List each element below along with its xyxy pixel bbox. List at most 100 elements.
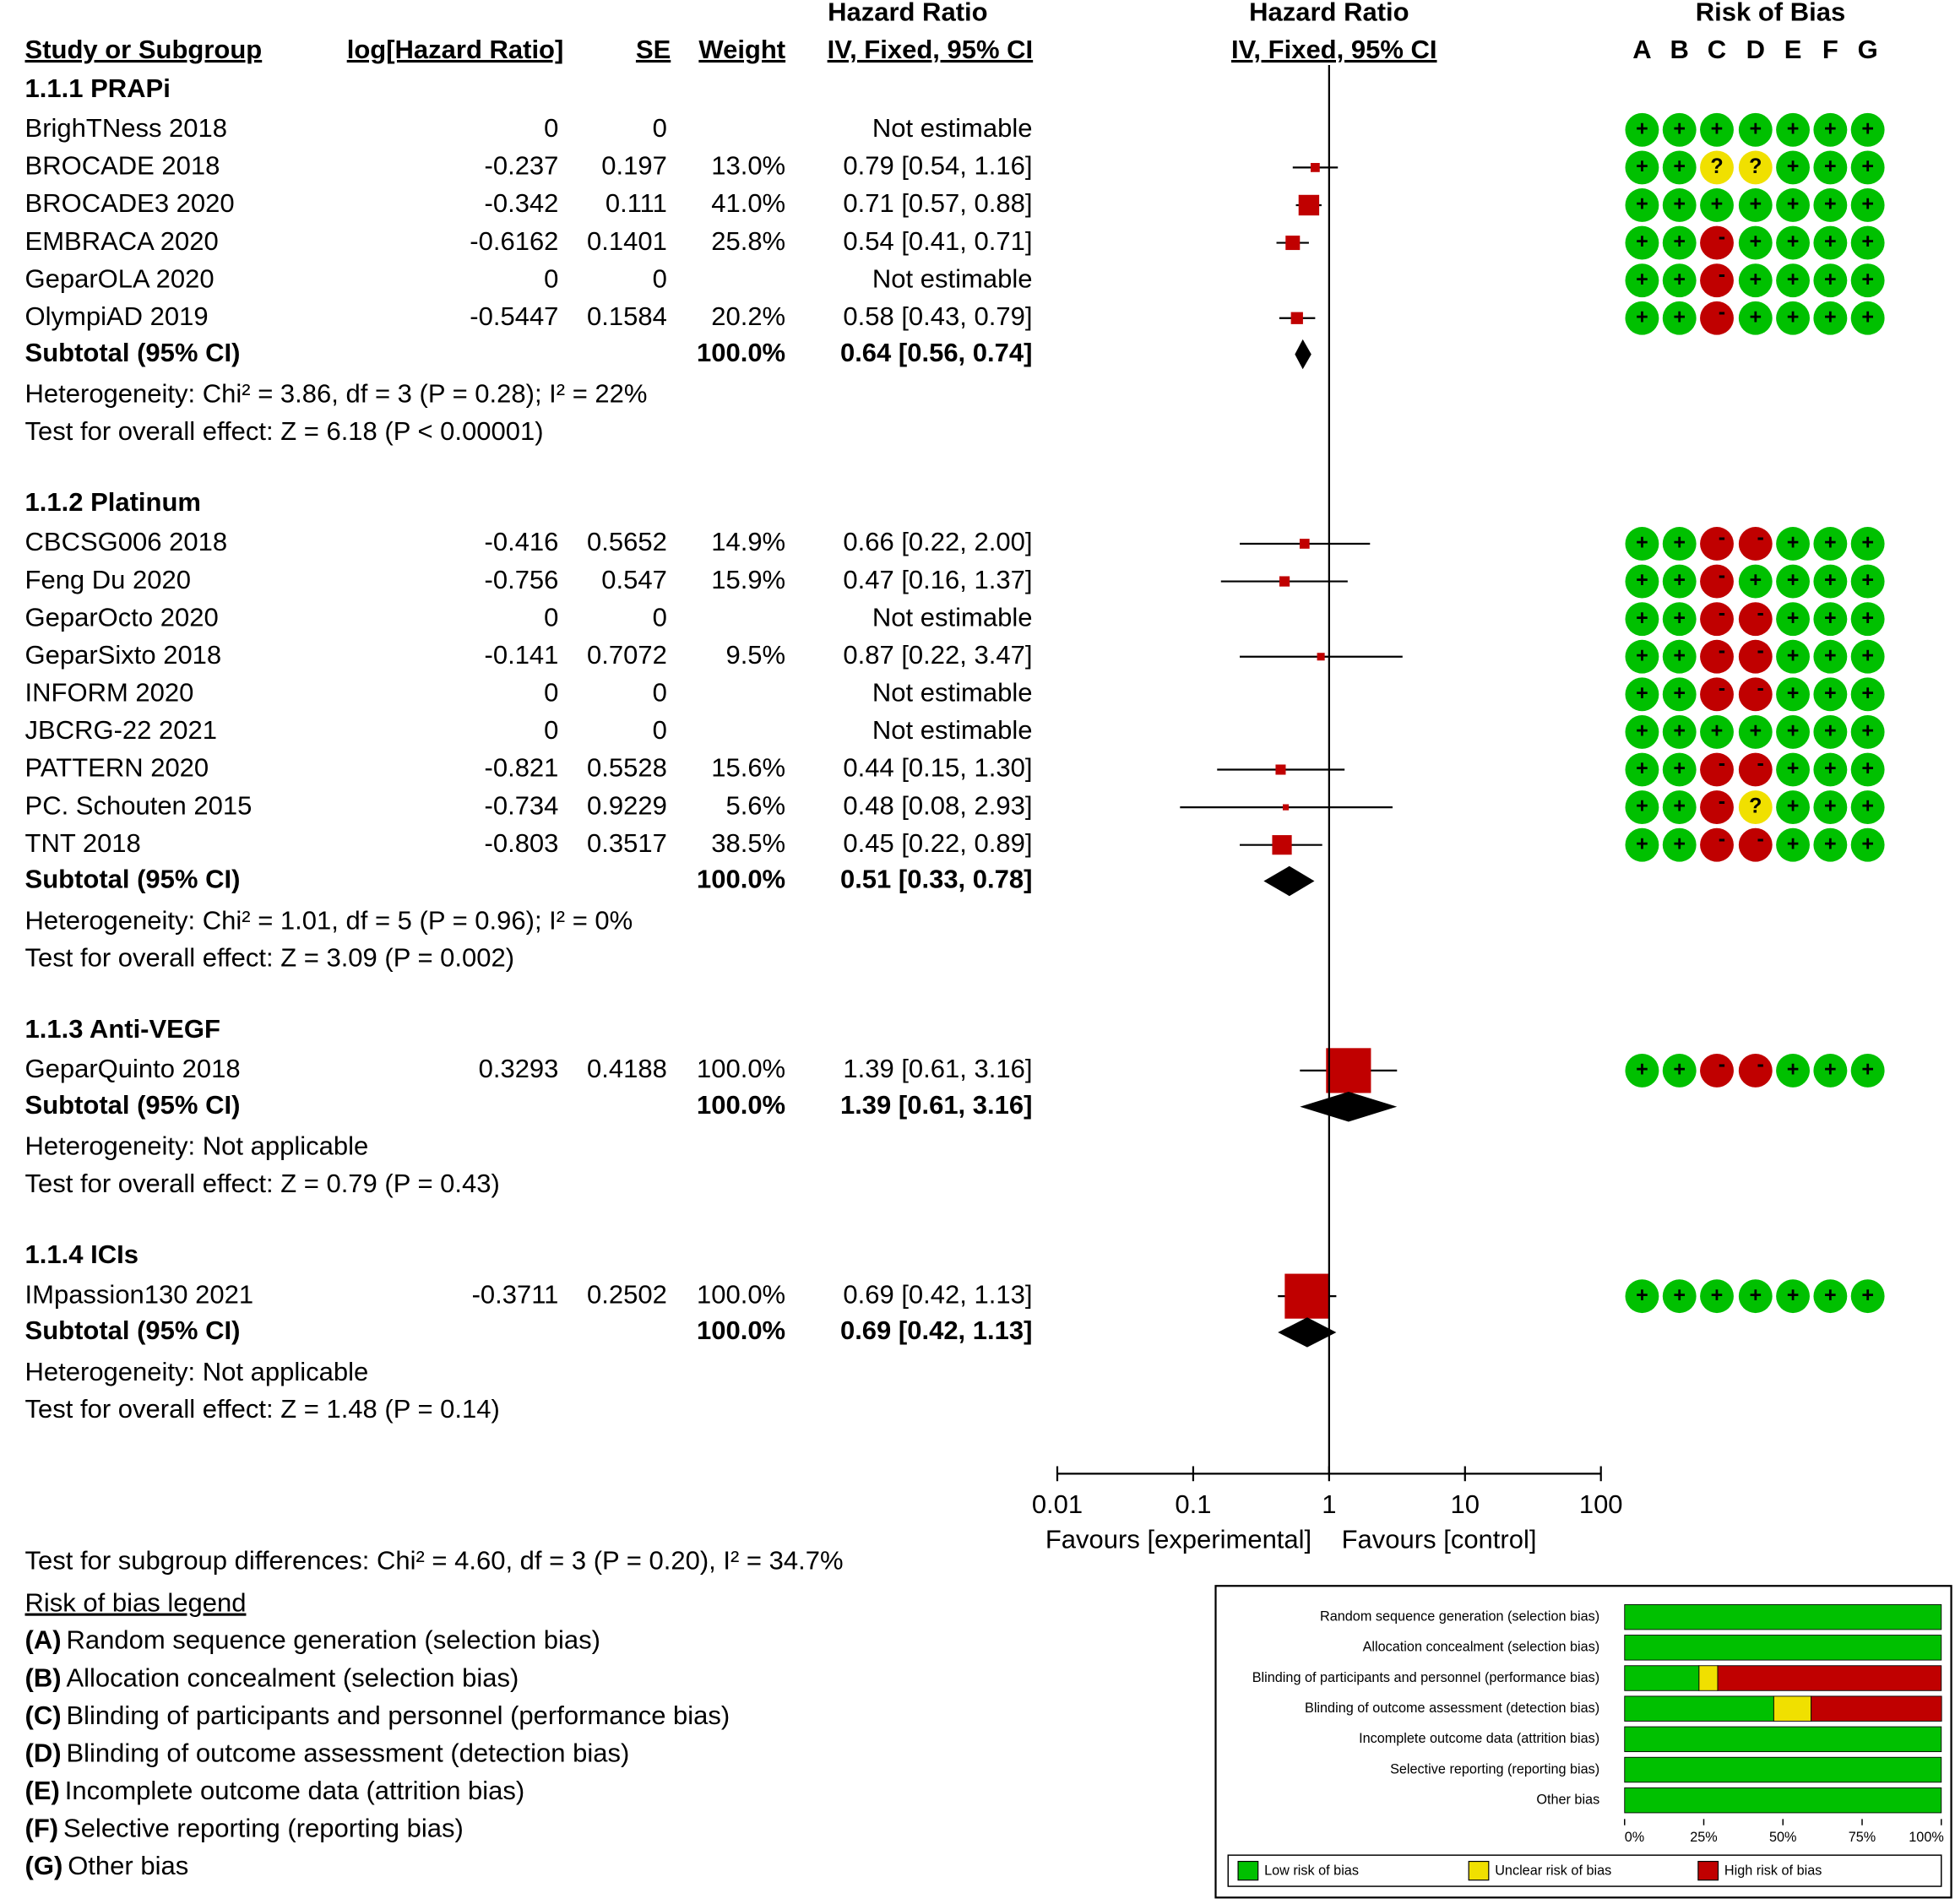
weight: 20.2% [711, 301, 785, 331]
bias-symbol: + [1824, 757, 1837, 780]
bias-dot [1738, 527, 1773, 561]
bias-symbol: + [1861, 719, 1874, 743]
bias-dot [1625, 527, 1659, 561]
bias-dot [1625, 827, 1659, 862]
bias-symbol: + [1787, 757, 1800, 780]
hr-ci: Not estimable [872, 678, 1033, 708]
bias-symbol: + [1787, 643, 1800, 667]
bias-dot [1850, 677, 1885, 712]
bias-dot [1850, 263, 1885, 298]
study-square [1326, 1048, 1371, 1093]
study-square [1317, 653, 1325, 661]
bias-symbol: + [1824, 643, 1837, 667]
bias-dot [1813, 752, 1848, 787]
bias-dot [1850, 112, 1885, 147]
summary-segment [1811, 1695, 1942, 1722]
bias-symbol: + [1861, 757, 1874, 780]
bias-dot [1738, 112, 1773, 147]
bias-symbol: - [1719, 563, 1725, 587]
bias-dot [1662, 827, 1697, 862]
weight: 15.6% [711, 753, 785, 783]
bias-dot [1776, 1279, 1810, 1314]
bias-dot [1813, 527, 1848, 561]
bias-symbol: + [1749, 305, 1762, 328]
summary-legend-swatch [1697, 1860, 1719, 1881]
weight: 9.5% [725, 640, 785, 670]
study-name: IMpassion130 2021 [25, 1279, 254, 1309]
bias-letter: B [1670, 35, 1689, 64]
bias-symbol: + [1861, 832, 1874, 855]
bias-legend-item: (B) Allocation concealment (selection bia… [25, 1663, 519, 1692]
study-name: CBCSG006 2018 [25, 527, 228, 556]
bias-symbol: ? [1710, 155, 1723, 178]
bias-legend-item: (F) Selective reporting (reporting bias) [25, 1814, 464, 1843]
bias-legend-letter: (E) [25, 1776, 60, 1805]
bias-symbol: + [1861, 155, 1874, 178]
bias-dot [1813, 225, 1848, 260]
bias-dot [1738, 1053, 1773, 1088]
bias-dot [1813, 1053, 1848, 1088]
bias-dot [1662, 263, 1697, 298]
bias-dot [1776, 602, 1810, 637]
bias-dot [1625, 150, 1659, 185]
bias-symbol: - [1719, 676, 1725, 700]
bias-dot [1700, 790, 1734, 825]
hr-ci: Not estimable [872, 715, 1033, 745]
bias-dot [1625, 301, 1659, 335]
bias-dot [1625, 677, 1659, 712]
bias-symbol: + [1636, 155, 1648, 178]
hr-ci: Not estimable [872, 263, 1033, 293]
bias-dot [1813, 150, 1848, 185]
bias-symbol: - [1719, 526, 1725, 550]
bias-dot [1625, 225, 1659, 260]
summary-domain: Selective reporting (reporting bias) [1390, 1761, 1599, 1777]
bias-dot [1662, 527, 1697, 561]
bias-symbol: + [1673, 643, 1686, 667]
study-name: BROCADE3 2020 [25, 188, 235, 218]
bias-letter: C [1708, 35, 1726, 64]
bias-dot [1700, 752, 1734, 787]
bias-symbol: + [1824, 268, 1837, 291]
summary-domain: Allocation concealment (selection bias) [1363, 1640, 1600, 1655]
study-square [1284, 1273, 1330, 1319]
subtotal-diamond [1263, 865, 1315, 897]
bias-symbol: ? [1749, 155, 1762, 178]
bias-symbol: + [1749, 719, 1762, 743]
log-hr: -0.416 [485, 527, 559, 556]
log-hr: -0.3711 [472, 1279, 559, 1309]
log-hr: -0.5447 [470, 301, 558, 331]
bias-dot [1776, 225, 1810, 260]
bias-symbol: - [1719, 789, 1725, 813]
weight: 38.5% [711, 828, 785, 858]
subtotal-ci: 0.51 [0.33, 0.78] [840, 865, 1033, 894]
subtotal-label: Subtotal (95% CI) [25, 338, 241, 367]
subgroup-title: 1.1.4 ICIs [25, 1239, 138, 1269]
bias-dot [1662, 1279, 1697, 1314]
bias-dot [1738, 564, 1773, 599]
se: 0.197 [601, 151, 667, 181]
bias-legend-text: Incomplete outcome data (attrition bias) [65, 1776, 525, 1805]
bias-symbol: + [1787, 268, 1800, 291]
log-hr: 0 [544, 715, 558, 745]
bias-symbol: - [1757, 676, 1764, 700]
bias-dot [1850, 790, 1885, 825]
bias-dot [1662, 752, 1697, 787]
study-name: GeparSixto 2018 [25, 640, 222, 670]
bias-symbol: - [1719, 1053, 1725, 1077]
bias-dot [1700, 188, 1734, 222]
column-header: IV, Fixed, 95% CI [828, 35, 1034, 64]
bias-symbol: + [1824, 193, 1837, 216]
bias-symbol: + [1787, 606, 1800, 630]
bias-symbol: - [1757, 638, 1764, 662]
overall-effect: Test for overall effect: Z = 1.48 (P = 0… [25, 1394, 500, 1424]
log-hr: -0.734 [485, 790, 559, 820]
subtotal-diamond [1278, 1317, 1337, 1348]
bias-dot [1700, 150, 1734, 185]
bias-symbol: + [1636, 795, 1648, 818]
study-square [1285, 236, 1301, 251]
bias-symbol: + [1861, 643, 1874, 667]
bias-symbol: + [1787, 531, 1800, 555]
bias-dot [1776, 564, 1810, 599]
study-square [1275, 764, 1286, 775]
bias-dot [1625, 714, 1659, 749]
